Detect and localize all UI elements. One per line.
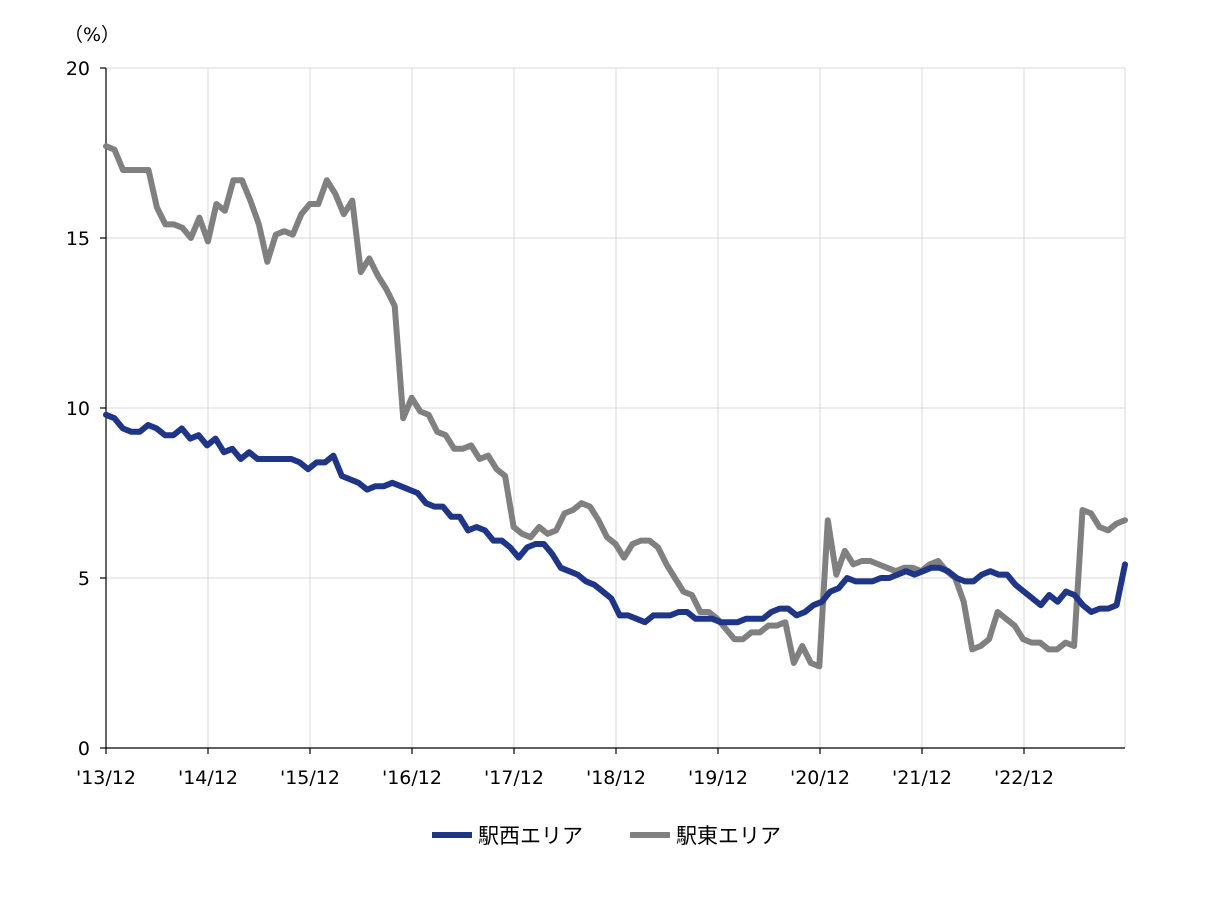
- series-line-1: [103, 411, 1128, 626]
- y-unit-label: （%）: [64, 24, 120, 46]
- x-tick-label: '17/12: [484, 767, 544, 789]
- y-tick-label: 5: [78, 568, 90, 590]
- x-tick-label: '20/12: [790, 767, 850, 789]
- y-tick-label: 15: [66, 228, 90, 250]
- y-tick-label: 20: [66, 58, 90, 80]
- y-tick-labels: 0 5 10 15 20: [66, 58, 90, 760]
- x-tick-label: '18/12: [586, 767, 646, 789]
- x-tick-labels: '13/12 '14/12 '15/12 '16/12 '17/12 '18/12 '19/…: [76, 767, 1054, 789]
- x-tick-label: '15/12: [280, 767, 340, 789]
- x-tick-label: '14/12: [178, 767, 238, 789]
- legend: 駅西エリア 駅東エリア: [432, 824, 781, 848]
- x-tick-label: '13/12: [76, 767, 136, 789]
- legend-label-series-1: 駅西エリア: [478, 824, 583, 848]
- y-tick-label: 0: [78, 738, 90, 760]
- x-tick-label: '21/12: [892, 767, 952, 789]
- series-lines: [103, 143, 1128, 670]
- axes: [100, 67, 1125, 754]
- x-tick-label: '19/12: [688, 767, 748, 789]
- y-tick-label: 10: [66, 398, 90, 420]
- x-tick-label: '22/12: [994, 767, 1054, 789]
- x-tick-label: '16/12: [382, 767, 442, 789]
- legend-label-series-2: 駅東エリア: [676, 824, 781, 848]
